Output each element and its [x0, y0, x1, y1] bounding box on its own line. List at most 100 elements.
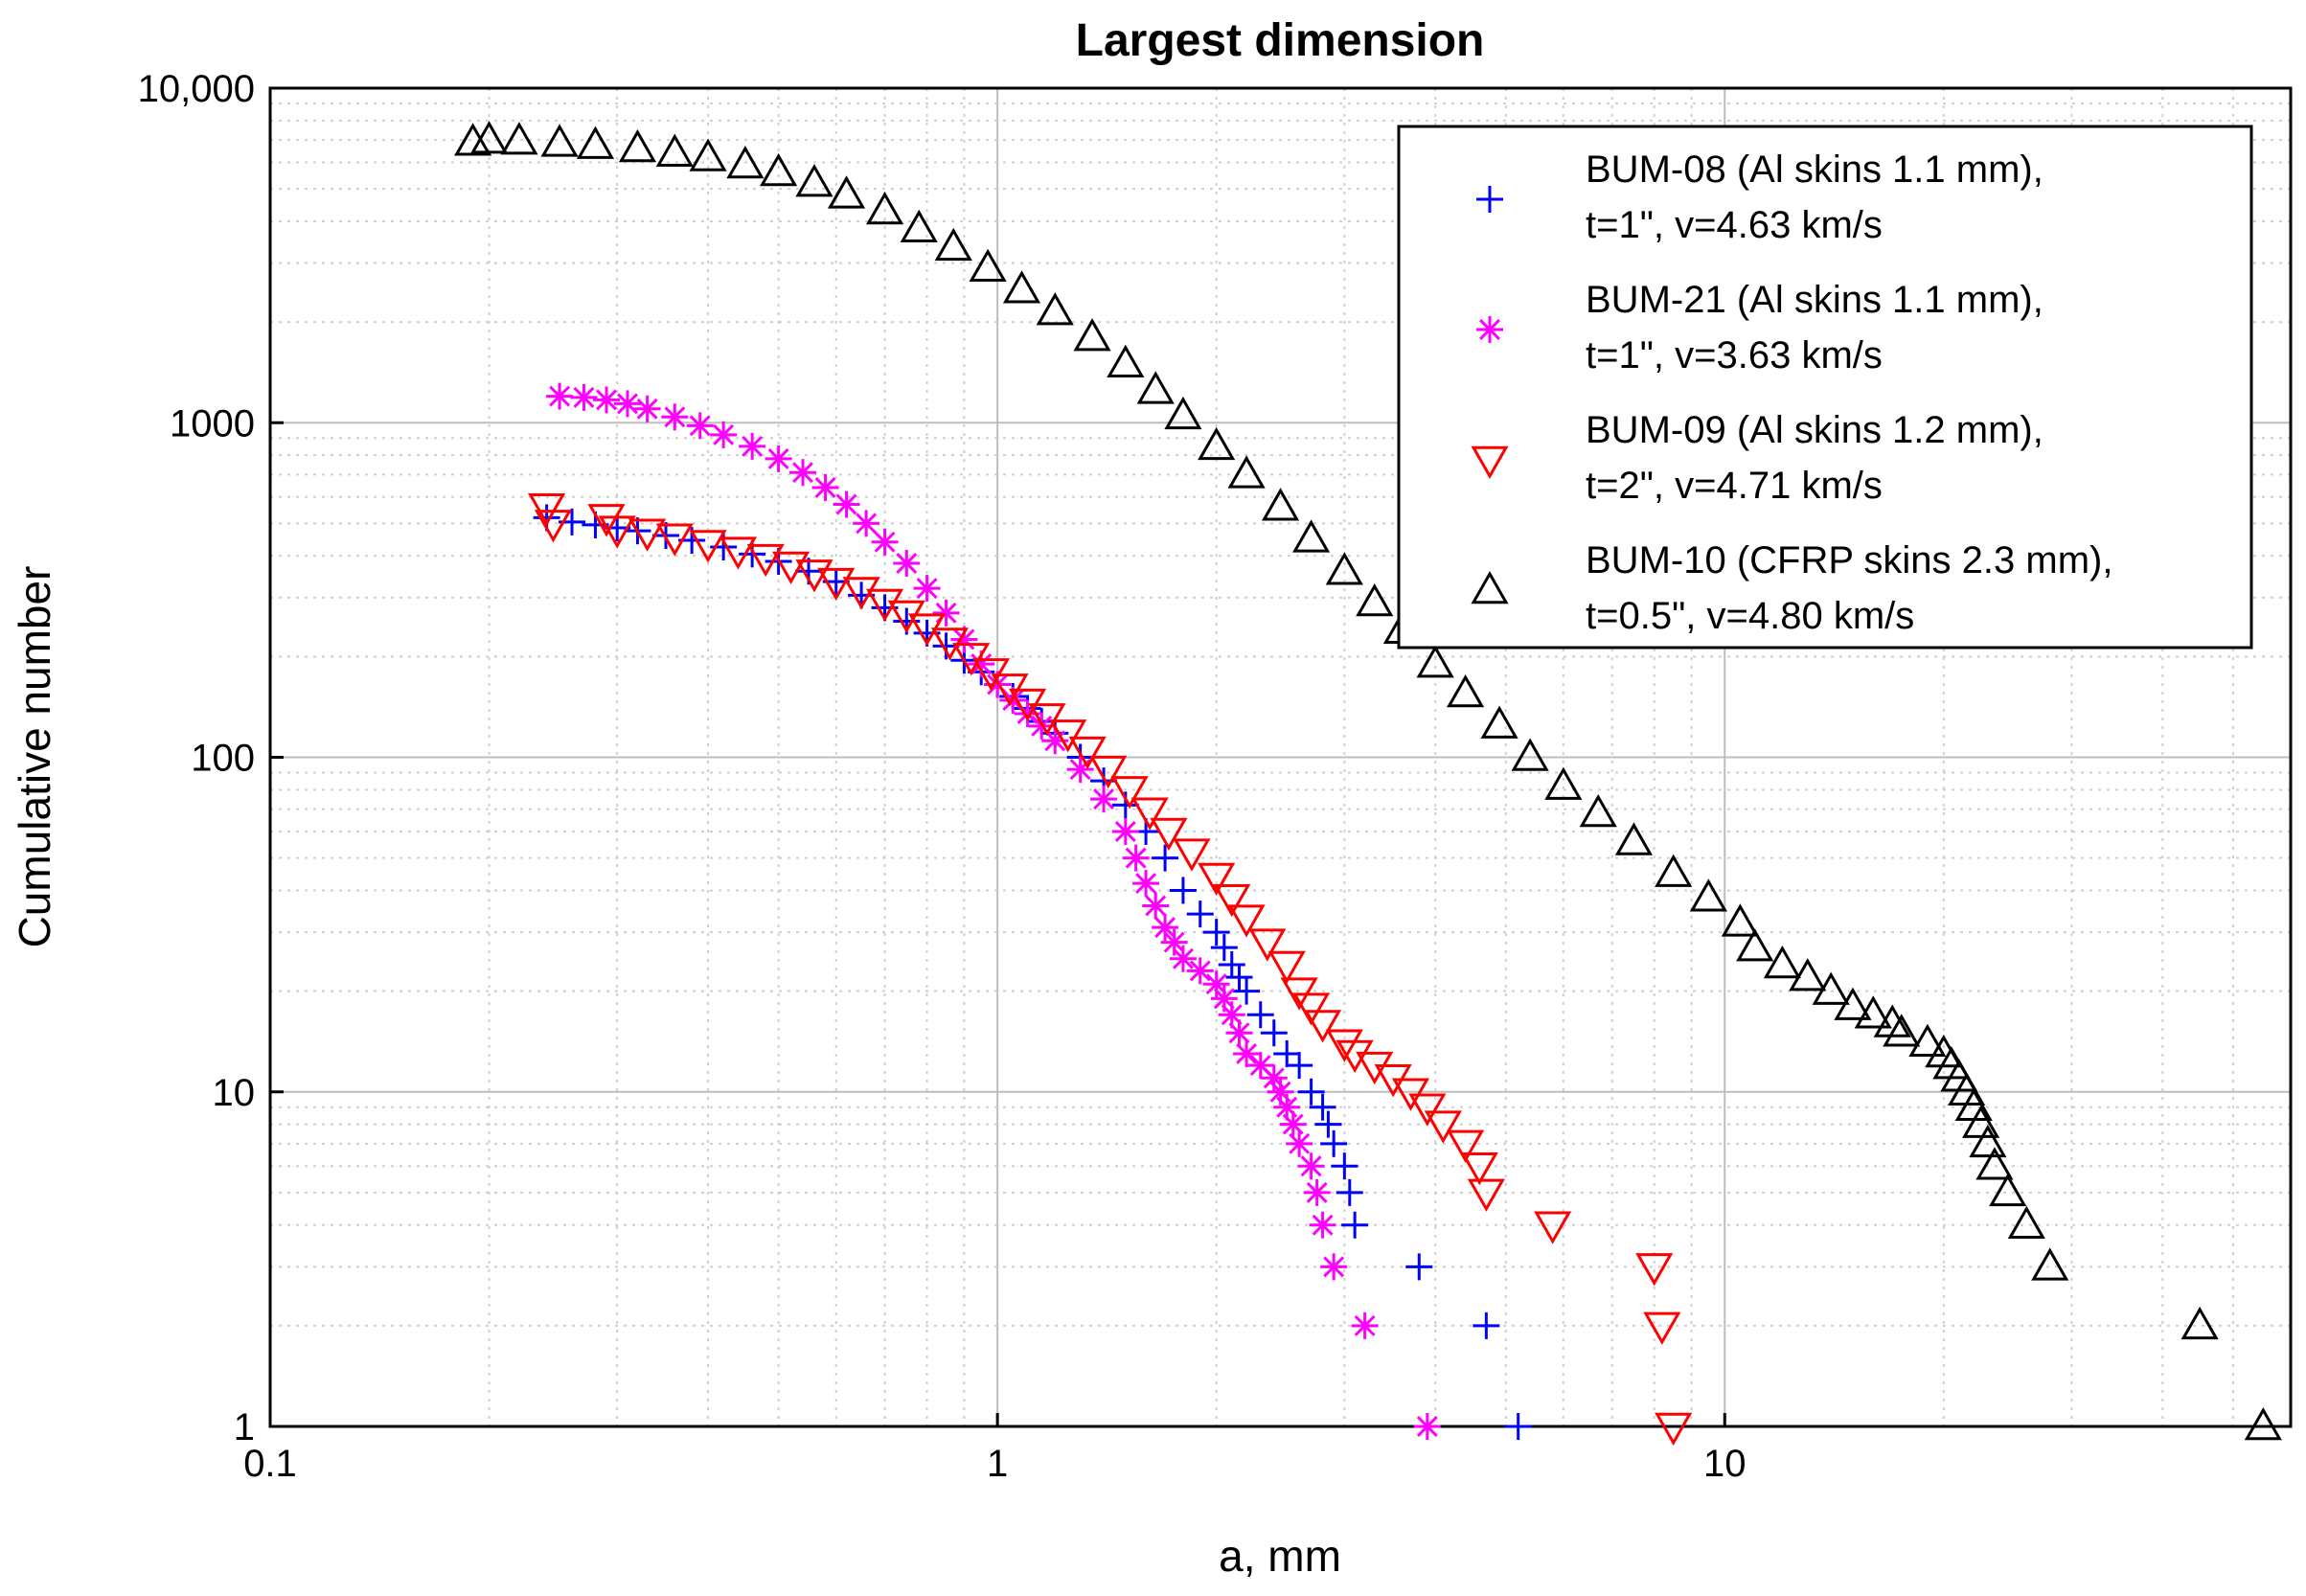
data-point	[1233, 977, 1261, 1005]
data-point	[1198, 426, 1236, 461]
data-point	[1356, 582, 1394, 617]
legend-entry-text: t=2", v=4.71 km/s	[1586, 465, 1883, 507]
legend-marker	[1471, 570, 1509, 604]
data-point	[1202, 970, 1230, 998]
data-point	[2031, 1247, 2069, 1281]
data-point	[795, 164, 833, 197]
data-point	[913, 575, 941, 603]
data-point	[1261, 488, 1300, 521]
data-point	[1320, 1129, 1348, 1157]
data-point	[1068, 736, 1107, 770]
data-point	[1721, 903, 1759, 937]
data-point	[1643, 1311, 1681, 1345]
data-point	[1314, 1110, 1342, 1138]
legend-entry-text: BUM-10 (CFRP skins 2.3 mm),	[1586, 539, 2112, 581]
data-point	[1989, 1173, 2027, 1207]
data-point	[1304, 1010, 1342, 1043]
data-point	[1975, 1147, 2014, 1180]
data-point	[1227, 455, 1266, 489]
y-tick-label: 100	[191, 738, 255, 780]
x-tick-label: 0.1	[243, 1443, 297, 1485]
data-point	[1279, 1110, 1307, 1138]
data-point	[1198, 862, 1236, 897]
data-point	[655, 523, 694, 557]
data-point	[1002, 270, 1041, 304]
data-point	[1655, 1412, 1693, 1447]
data-point	[1416, 645, 1454, 678]
data-point	[1534, 1211, 1572, 1244]
legend-entry-text: BUM-21 (Al skins 1.1 mm),	[1586, 279, 2043, 321]
data-point	[1579, 793, 1617, 828]
data-point	[1169, 945, 1197, 972]
data-point	[1227, 904, 1266, 938]
data-point	[1511, 738, 1549, 771]
data-point	[1763, 945, 1801, 979]
legend-marker	[1476, 186, 1503, 213]
data-point	[2244, 1406, 2282, 1441]
data-point	[1336, 1178, 1363, 1206]
data-point	[546, 382, 574, 410]
data-point	[593, 386, 621, 414]
data-point	[1320, 1253, 1348, 1281]
y-tick-label: 1000	[170, 402, 255, 445]
data-point	[1480, 705, 1518, 739]
chart-title: Largest dimension	[1076, 15, 1485, 66]
data-point	[1351, 1311, 1379, 1339]
data-point	[1325, 1029, 1363, 1062]
x-tick-label: 1	[987, 1443, 1008, 1485]
data-point	[739, 432, 766, 460]
data-point	[1873, 1004, 1911, 1037]
y-axis-label: Cumulative number	[10, 566, 59, 948]
data-point	[689, 530, 727, 563]
data-point	[934, 227, 972, 262]
data-point	[1473, 1311, 1500, 1339]
data-point	[1614, 822, 1654, 855]
data-point	[1908, 1023, 1947, 1057]
data-point	[1248, 928, 1287, 962]
data-point	[689, 138, 727, 171]
data-point	[1132, 870, 1160, 898]
data-point	[1028, 703, 1066, 737]
data-point	[1213, 884, 1251, 918]
data-point	[614, 390, 642, 418]
data-point	[1336, 1039, 1374, 1073]
data-point	[827, 175, 866, 209]
data-point	[1969, 1124, 2007, 1158]
data-point	[900, 209, 938, 243]
data-point	[765, 445, 792, 472]
data-point	[1544, 766, 1583, 800]
data-point	[726, 146, 765, 179]
y-tick-label: 10	[213, 1072, 256, 1114]
data-point	[1273, 1039, 1301, 1067]
data-point	[534, 510, 573, 543]
data-point	[1883, 1014, 1921, 1047]
data-point	[1460, 1151, 1498, 1186]
data-point	[1789, 958, 1827, 992]
data-point	[1962, 1105, 2000, 1138]
data-point	[633, 395, 661, 422]
data-point	[1467, 1178, 1505, 1212]
data-point	[686, 412, 714, 440]
data-point	[1635, 1253, 1674, 1287]
data-point	[469, 121, 509, 154]
data-point	[1267, 950, 1306, 984]
data-point	[1812, 971, 1850, 1005]
data-point	[788, 459, 816, 487]
data-point	[1246, 1001, 1274, 1029]
data-point	[1225, 1019, 1253, 1047]
data-point	[1292, 519, 1331, 553]
data-point	[661, 403, 689, 431]
series-BUM-09	[528, 492, 1693, 1447]
data-point	[528, 492, 566, 527]
data-point	[760, 152, 798, 187]
data-point	[1260, 1019, 1288, 1047]
y-tick-label: 10,000	[138, 68, 255, 110]
series-BUM-08	[533, 504, 1532, 1440]
data-point	[811, 473, 839, 501]
data-point	[719, 536, 758, 570]
series-BUM-10	[454, 121, 2282, 1441]
data-point	[1186, 957, 1214, 985]
data-point	[570, 383, 598, 411]
data-point	[598, 515, 636, 549]
